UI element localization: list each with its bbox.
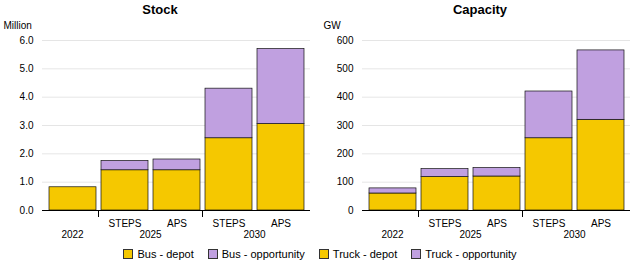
svg-text:2025: 2025 [139, 229, 162, 240]
svg-text:STEPS: STEPS [429, 218, 462, 229]
svg-text:APS: APS [167, 218, 187, 229]
html-text:Truck - depot: Truck - depot [332, 248, 398, 260]
svg-text:2030: 2030 [243, 229, 266, 240]
svg-text:5.0: 5.0 [20, 63, 34, 74]
svg-text:600: 600 [337, 35, 354, 46]
svg-text:1.0: 1.0 [20, 176, 34, 187]
svg-text:100: 100 [337, 176, 354, 187]
svg-text:2030: 2030 [563, 229, 586, 240]
svg-text:300: 300 [337, 120, 354, 131]
html-text:Stock: Stock [142, 2, 178, 17]
svg-text:APS: APS [591, 218, 611, 229]
svg-text:0.0: 0.0 [20, 205, 34, 216]
svg-text:STEPS: STEPS [533, 218, 566, 229]
svg-text:3.0: 3.0 [20, 120, 34, 131]
html-text:Bus - depot: Bus - depot [137, 248, 194, 260]
svg-text:4.0: 4.0 [20, 91, 34, 102]
svg-text:2025: 2025 [459, 229, 482, 240]
svg-text:GW: GW [324, 20, 342, 31]
svg-text:STEPS: STEPS [109, 218, 142, 229]
svg-text:Million: Million [4, 20, 32, 31]
svg-text:APS: APS [271, 218, 291, 229]
svg-text:APS: APS [487, 218, 507, 229]
svg-text:200: 200 [337, 148, 354, 159]
svg-text:2022: 2022 [381, 229, 404, 240]
svg-text:2022: 2022 [61, 229, 84, 240]
html-text:Truck - opportunity: Truck - opportunity [425, 248, 517, 260]
svg-text:0: 0 [348, 205, 354, 216]
svg-text:2.0: 2.0 [20, 148, 34, 159]
svg-text:6.0: 6.0 [20, 35, 34, 46]
svg-text:STEPS: STEPS [213, 218, 246, 229]
svg-text:400: 400 [337, 91, 354, 102]
html-text:Capacity: Capacity [452, 2, 508, 17]
svg-text:500: 500 [337, 63, 354, 74]
html-text:Bus - opportunity: Bus - opportunity [221, 248, 305, 260]
